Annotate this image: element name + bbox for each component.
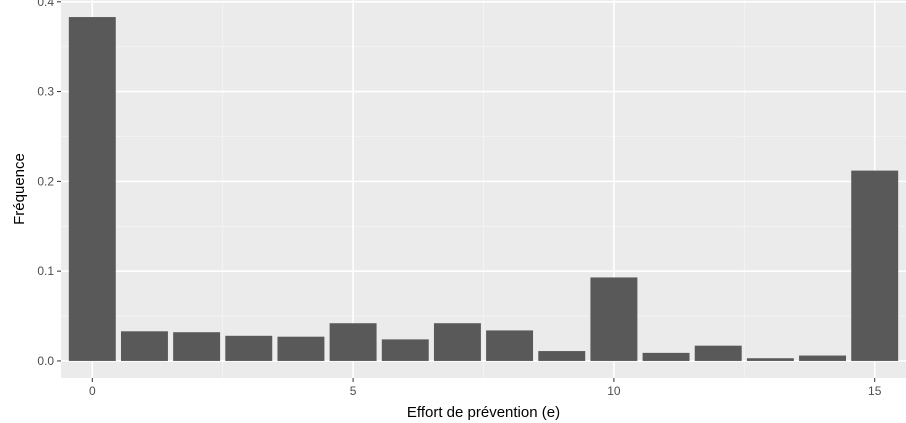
bar-14 <box>799 355 847 361</box>
bar-3 <box>225 335 273 361</box>
bar-8 <box>486 330 534 361</box>
x-tick-label: 15 <box>868 384 882 398</box>
bar-5 <box>329 323 377 361</box>
x-tick-label: 5 <box>350 384 357 398</box>
grid-minor-lines <box>61 0 906 378</box>
y-tick-label: 0.2 <box>37 174 54 188</box>
x-axis: 0 5 10 15 <box>89 378 882 398</box>
bar-7 <box>433 323 481 361</box>
bar-11 <box>642 352 690 361</box>
bar-13 <box>746 358 794 361</box>
y-axis: 0.0 0.1 0.2 0.3 0.4 <box>37 0 61 368</box>
x-tick-label: 10 <box>607 384 621 398</box>
bar-0 <box>68 17 116 361</box>
bar-10 <box>590 277 638 361</box>
y-tick-label: 0.0 <box>37 354 54 368</box>
x-axis-title: Effort de prévention (e) <box>407 404 560 421</box>
bars-group <box>68 17 899 361</box>
y-tick-label: 0.3 <box>37 85 54 99</box>
bar-1 <box>120 331 168 361</box>
bar-9 <box>538 351 586 361</box>
y-tick-label: 0.4 <box>37 0 54 9</box>
bar-4 <box>277 336 325 361</box>
bar-12 <box>694 345 742 361</box>
x-tick-label: 0 <box>89 384 96 398</box>
bar-6 <box>381 339 429 361</box>
y-axis-title: Fréquence <box>11 153 28 225</box>
y-tick-label: 0.1 <box>37 264 54 278</box>
bar-15 <box>851 170 899 361</box>
bar-2 <box>173 332 221 361</box>
